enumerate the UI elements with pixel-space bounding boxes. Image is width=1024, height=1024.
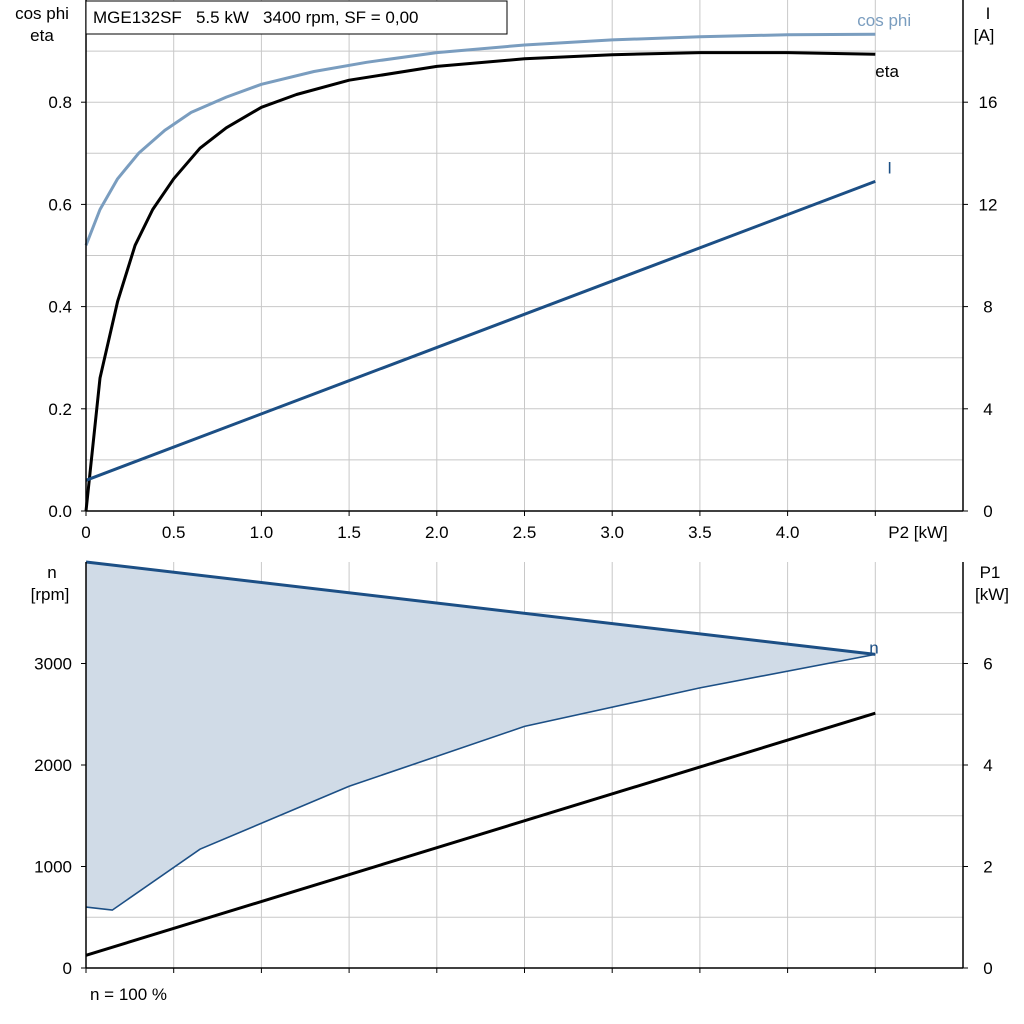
speed-range-area	[86, 562, 876, 911]
series-line-cos-phi	[84, 32, 876, 246]
y-right-tick-label: 0	[983, 502, 992, 521]
top-left-axis-label-1: cos phi	[15, 4, 69, 23]
top-chart-series: cos phi eta I	[84, 11, 911, 512]
top-left-axis-label-2: eta	[30, 26, 54, 45]
y-right-tick-label: 4	[983, 756, 992, 775]
x-tick-label: 2.0	[425, 523, 449, 542]
y-left-tick-label: 0.4	[48, 298, 72, 317]
bottom-left-axis-label-1: n	[47, 563, 56, 582]
y-right-tick-label: 4	[983, 400, 992, 419]
top-chart-grid	[86, 0, 963, 511]
y-right-tick-label: 16	[979, 93, 998, 112]
y-left-tick-label: 0	[63, 959, 72, 978]
bottom-right-axis-label-2: [kW]	[975, 585, 1009, 604]
series-label-i: I	[887, 158, 892, 177]
x-tick-label: 2.5	[513, 523, 537, 542]
y-right-tick-label: 12	[979, 195, 998, 214]
power-input-line	[85, 711, 876, 957]
y-right-tick-label: 0	[983, 959, 992, 978]
bottom-left-axis-label-2: [rpm]	[31, 585, 70, 604]
series-line-i	[85, 179, 876, 482]
y-left-tick-label: 1000	[34, 858, 72, 877]
x-tick-label: 3.5	[688, 523, 712, 542]
y-right-tick-label: 6	[983, 655, 992, 674]
y-left-tick-label: 2000	[34, 756, 72, 775]
y-right-tick-label: 2	[983, 858, 992, 877]
bottom-chart-series: n	[85, 560, 879, 957]
top-chart-axes: 0.0 0.2 0.4 0.6 0.8 0 4 8 12 16 0 0.5 1.0 1.5 2.0 2.5 3.…	[48, 0, 997, 542]
chart-title-box: MGE132SF 5.5 kW 3400 rpm, SF = 0,00	[85, 0, 508, 35]
y-left-tick-label: 0.8	[48, 93, 72, 112]
speed-footnote: n = 100 %	[90, 985, 167, 1004]
bottom-chart-axes: 0 1000 2000 3000 0 2 4 6	[34, 562, 993, 978]
series-label-eta: eta	[875, 62, 899, 81]
x-tick-label: 0	[81, 523, 90, 542]
top-right-axis-label-1: I	[986, 4, 991, 23]
x-tick-label: 4.0	[776, 523, 800, 542]
series-label-cos-phi: cos phi	[857, 11, 911, 30]
x-axis-label: P2 [kW]	[888, 523, 948, 542]
y-right-tick-label: 8	[983, 298, 992, 317]
series-line-eta	[84, 51, 876, 512]
y-left-tick-label: 0.6	[48, 195, 72, 214]
bottom-right-axis-label-1: P1	[980, 563, 1001, 582]
chart-title: MGE132SF 5.5 kW 3400 rpm, SF = 0,00	[93, 8, 419, 27]
speed-min-line	[85, 653, 876, 911]
speed-max-line	[85, 560, 876, 656]
series-label-n: n	[869, 638, 878, 657]
x-tick-label: 3.0	[600, 523, 624, 542]
x-tick-label: 0.5	[162, 523, 186, 542]
y-left-tick-label: 0.0	[48, 502, 72, 521]
x-tick-label: 1.5	[337, 523, 361, 542]
y-left-tick-label: 3000	[34, 655, 72, 674]
y-left-tick-label: 0.2	[48, 400, 72, 419]
x-tick-label: 1.0	[250, 523, 274, 542]
top-right-axis-label-2: [A]	[974, 26, 995, 45]
